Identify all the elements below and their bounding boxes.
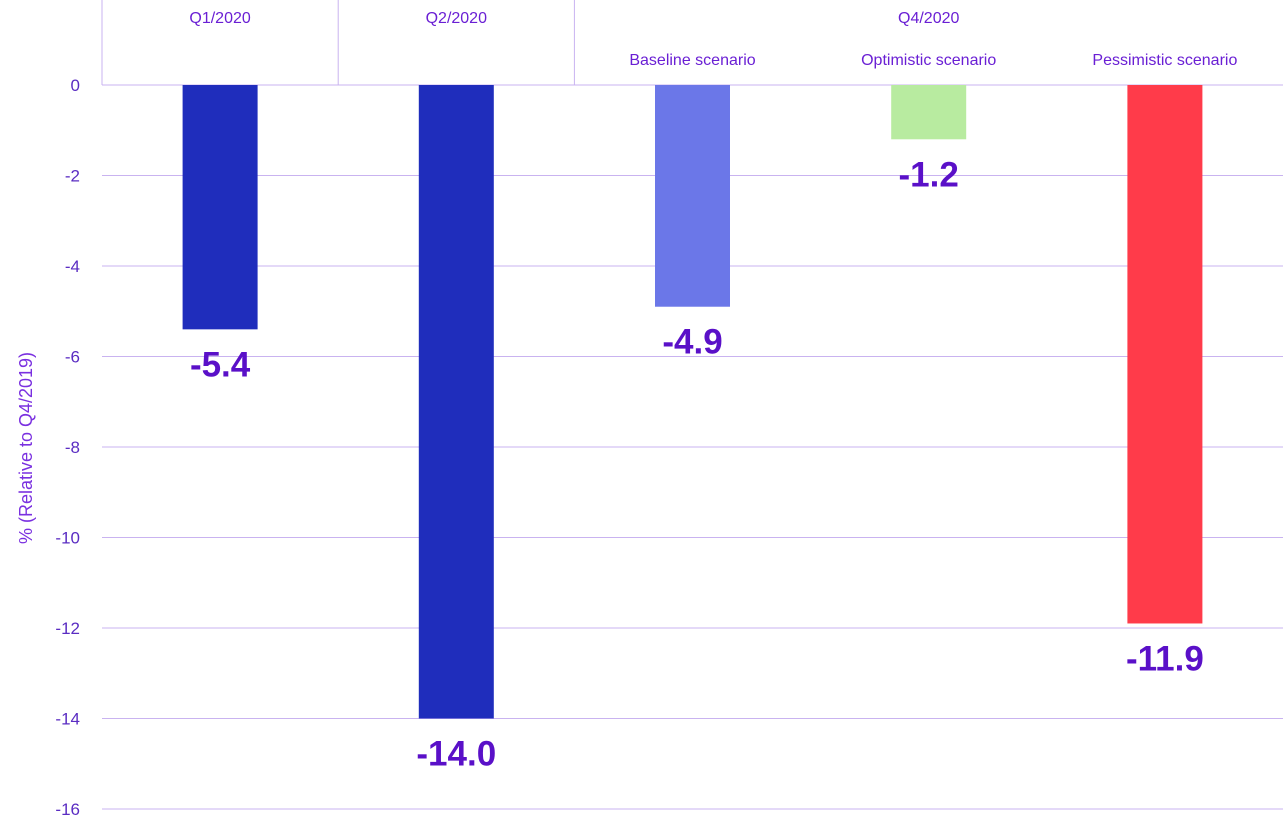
data-label: -1.2 [899, 155, 959, 194]
group-label: Q2/2020 [426, 10, 487, 27]
data-label: -5.4 [190, 345, 251, 384]
data-label: -14.0 [416, 735, 496, 774]
data-label: -11.9 [1126, 639, 1204, 678]
y-tick-label: -10 [55, 529, 80, 548]
category-label: Baseline scenario [629, 52, 755, 69]
category-label: Optimistic scenario [861, 52, 996, 69]
y-axis-ticks: 0 -2 -4 -6 -8 -10 -12 -14 -16 [55, 76, 80, 819]
bar [418, 85, 494, 719]
group-label: Q1/2020 [189, 10, 250, 27]
category-label: Pessimistic scenario [1092, 52, 1237, 69]
bars [182, 85, 1203, 719]
group-label: Q4/2020 [898, 10, 959, 27]
y-tick-label: -2 [65, 167, 80, 186]
bar [655, 85, 730, 307]
data-labels: -5.4 -14.0 -4.9 -1.2 -11.9 [190, 155, 1204, 773]
y-tick-label: -12 [55, 619, 80, 638]
y-tick-label: -8 [65, 438, 80, 457]
category-header: Q1/2020 Q2/2020 Q4/2020 Baseline scenario Op… [101, 0, 1237, 85]
y-axis-label: % (Relative to Q4/2019) [16, 352, 36, 544]
data-label: -4.9 [662, 323, 722, 362]
bar [182, 85, 258, 330]
y-tick-label: -16 [55, 800, 80, 819]
y-tick-label: -4 [65, 257, 80, 276]
y-tick-label: -14 [55, 710, 80, 729]
bar [891, 85, 967, 140]
y-tick-label: -6 [65, 348, 80, 367]
gridlines [102, 84, 1283, 810]
bar [1127, 85, 1203, 624]
y-tick-label: 0 [71, 76, 80, 95]
